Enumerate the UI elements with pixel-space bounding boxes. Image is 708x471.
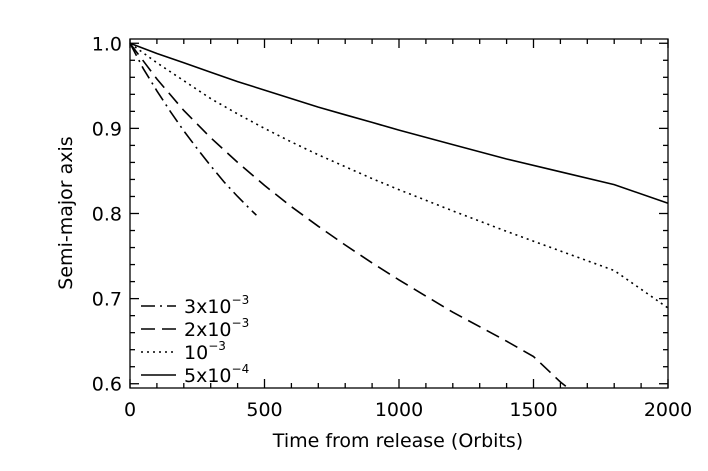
- series-line-solid: [129, 42, 669, 205]
- legend-label-exponent: −3: [232, 316, 250, 330]
- y-tick-label: 0.8: [92, 204, 122, 226]
- legend-label: 3x10−3: [184, 293, 249, 318]
- legend-label-exponent: −4: [232, 362, 250, 376]
- y-tick-label: 1.0: [92, 33, 122, 55]
- series-line-dashed: [129, 42, 567, 387]
- plot-series: [129, 42, 669, 387]
- series-line-dotted: [129, 42, 669, 309]
- legend-label-base: 5x10: [184, 365, 232, 387]
- x-tick-label: 1000: [375, 399, 423, 421]
- x-tick-label: 500: [246, 399, 282, 421]
- y-axis-title: Semi-major axis: [55, 136, 77, 289]
- x-axis-title: Time from release (Orbits): [272, 430, 523, 452]
- legend-label-base: 2x10: [184, 319, 232, 341]
- axes: 0 500 1000 1500 2000 0.6 0.7 0.8 0.9 1.0: [92, 33, 692, 421]
- x-tick-label: 1500: [509, 399, 557, 421]
- y-tick-label: 0.6: [92, 374, 122, 396]
- legend-label: 5x10−4: [184, 362, 249, 387]
- y-tick-label: 0.7: [92, 289, 122, 311]
- legend-label: 10−3: [184, 339, 226, 364]
- x-tick-label: 2000: [644, 399, 692, 421]
- series-line-dash-dot: [129, 42, 257, 216]
- y-tick-label: 0.9: [92, 118, 122, 140]
- legend-label-exponent: −3: [208, 339, 226, 353]
- x-tick-label: 0: [124, 399, 136, 421]
- legend-label: 2x10−3: [184, 316, 249, 341]
- legend-label-base: 3x10: [184, 296, 232, 318]
- legend-label-base: 10: [184, 342, 208, 364]
- legend-label-exponent: −3: [232, 293, 250, 307]
